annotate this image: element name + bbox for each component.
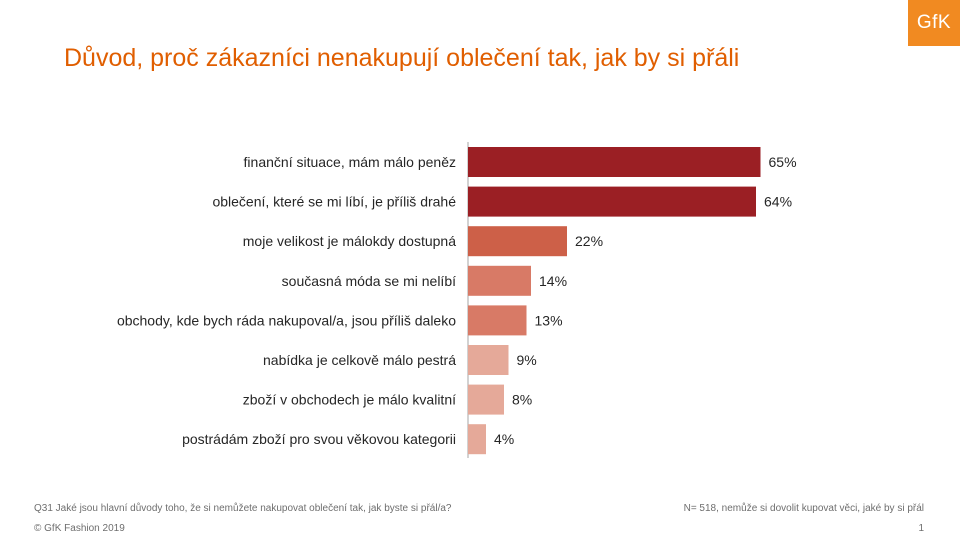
bar xyxy=(468,226,567,257)
page-title: Důvod, proč zákazníci nenakupují oblečen… xyxy=(64,44,740,72)
category-label: moje velikost je málokdy dostupná xyxy=(243,233,456,249)
copyright: © GfK Fashion 2019 xyxy=(34,523,125,534)
bar xyxy=(468,265,531,296)
gfk-logo: GfK xyxy=(908,0,960,46)
data-label: 14% xyxy=(539,273,567,289)
category-label: postrádám zboží pro svou věkovou kategor… xyxy=(182,431,456,447)
category-label: obchody, kde bych ráda nakupoval/a, jsou… xyxy=(117,312,456,328)
data-label: 65% xyxy=(769,154,797,170)
bar xyxy=(468,147,761,177)
bar xyxy=(468,424,486,455)
bar xyxy=(468,345,509,375)
bar xyxy=(468,384,504,415)
category-label: zboží v obchodech je málo kvalitní xyxy=(243,392,456,408)
sample-base-note: N= 518, nemůže si dovolit kupovat věci, … xyxy=(683,503,924,514)
category-label: současná móda se mi nelíbí xyxy=(282,273,456,289)
data-label: 4% xyxy=(494,431,514,447)
category-label: nabídka je celkově málo pestrá xyxy=(263,352,456,368)
data-label: 8% xyxy=(512,392,532,408)
page-number: 1 xyxy=(918,523,924,534)
data-label: 22% xyxy=(575,233,603,249)
bar xyxy=(468,305,527,336)
question-footnote: Q31 Jaké jsou hlavní důvody toho, že si … xyxy=(34,503,452,514)
category-label: finanční situace, mám málo peněz xyxy=(244,154,456,170)
data-label: 13% xyxy=(535,312,563,328)
data-label: 64% xyxy=(764,194,792,210)
category-label: oblečení, které se mi líbí, je příliš dr… xyxy=(212,194,456,210)
bar xyxy=(468,186,756,217)
data-label: 9% xyxy=(517,352,537,368)
